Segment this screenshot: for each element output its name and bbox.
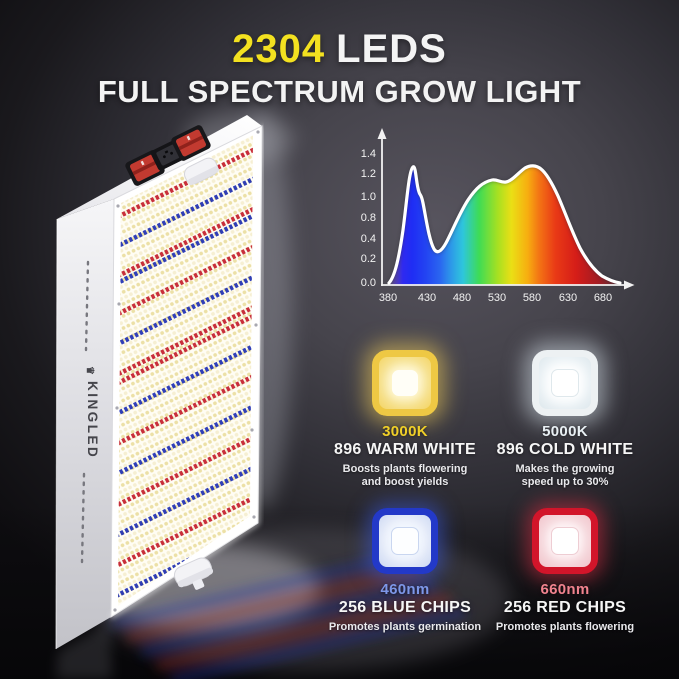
lit-edge-right — [256, 125, 264, 524]
red-chip-icon — [532, 508, 598, 574]
blue-chip-icon — [372, 508, 438, 574]
panel-side-face — [56, 199, 114, 649]
feature-desc-line: speed up to 30% — [521, 475, 609, 488]
spectrum-curve-highlight — [387, 164, 622, 285]
feature-desc-line: and boost yields — [361, 475, 449, 488]
hanging-clip-top — [183, 157, 219, 186]
brand-logo: KINGLED — [85, 381, 100, 459]
feature-name: 896 WARM WHITE — [334, 441, 476, 458]
x-tick-label: 630 — [559, 292, 577, 304]
chip-center — [551, 369, 579, 397]
feature-desc-line: Promotes plants flowering — [495, 621, 635, 633]
feature-temp: 3000K — [382, 423, 428, 440]
x-tick-label: 580 — [523, 292, 541, 304]
y-axis-arrow-icon — [377, 128, 387, 139]
power-switch-right-icon — [171, 125, 211, 161]
x-axis-arrow-icon — [624, 280, 635, 290]
chip-center — [391, 527, 419, 555]
x-tick-label: 530 — [488, 292, 506, 304]
led-count-suffix: LEDS — [336, 27, 447, 71]
feature-temp: 660nm — [540, 581, 590, 598]
y-tick-label: 0.2 — [361, 253, 376, 265]
cold-white-chip-icon — [532, 350, 598, 416]
page-subtitle: FULL SPECTRUM GROW LIGHT — [97, 74, 582, 109]
feature-desc: Boosts plants flowering and boost yields — [293, 463, 517, 488]
chip-center — [392, 370, 418, 396]
led-count: 2304 — [232, 27, 326, 71]
warm-white-chip-icon — [372, 350, 438, 416]
feature-desc: Makes the growing speed up to 30% — [453, 463, 677, 488]
screws — [113, 130, 260, 612]
feature-desc-line: Boosts plants flowering — [342, 463, 468, 475]
x-axis-ticks: 380 430 480 530 580 630 680 — [379, 292, 612, 304]
feature-card-warm-white: 3000K 896 WARM WHITE Boosts plants flowe… — [293, 350, 517, 488]
feature-desc: Promotes plants germination — [293, 621, 517, 634]
x-tick-label: 680 — [594, 292, 612, 304]
x-tick-label: 430 — [418, 292, 436, 304]
feature-temp: 460nm — [380, 581, 430, 598]
feature-desc-line: Makes the growing — [515, 463, 615, 475]
crown-icon: ♛ — [84, 366, 95, 375]
led-stripes — [118, 135, 253, 606]
y-tick-label: 1.2 — [361, 168, 376, 180]
hanging-clip-bottom — [173, 557, 214, 590]
feature-card-blue-chips: 460nm 256 BLUE CHIPS Promotes plants ger… — [293, 508, 517, 634]
x-tick-label: 380 — [379, 292, 397, 304]
y-tick-label: 1.0 — [361, 191, 376, 203]
feature-name: 896 COLD WHITE — [496, 441, 634, 458]
feature-card-cold-white: 5000K 896 COLD WHITE Makes the growing s… — [453, 350, 677, 488]
spectrum-fill — [389, 165, 620, 285]
y-tick-label: 0.8 — [361, 212, 376, 224]
y-tick-label: 0.0 — [361, 277, 376, 289]
feature-name: 256 RED CHIPS — [503, 599, 627, 616]
feature-temp: 5000K — [542, 423, 588, 440]
feature-desc-line: Promotes plants germination — [328, 621, 482, 633]
page-title: 2304 LEDS — [0, 27, 679, 72]
x-tick-label: 480 — [453, 292, 471, 304]
y-tick-label: 1.4 — [361, 148, 376, 160]
chip-center — [551, 527, 579, 555]
feature-card-red-chips: 660nm 256 RED CHIPS Promotes plants flow… — [453, 508, 677, 634]
spectrum-chart: 1.4 1.2 1.0 0.8 0.4 0.2 0.0 380 430 480 … — [361, 128, 635, 304]
y-tick-label: 0.4 — [361, 233, 376, 245]
feature-desc: Promotes plants flowering — [453, 621, 677, 634]
y-axis-ticks: 1.4 1.2 1.0 0.8 0.4 0.2 0.0 — [361, 148, 376, 289]
feature-name: 256 BLUE CHIPS — [338, 599, 472, 616]
vent-holes — [80, 260, 90, 564]
